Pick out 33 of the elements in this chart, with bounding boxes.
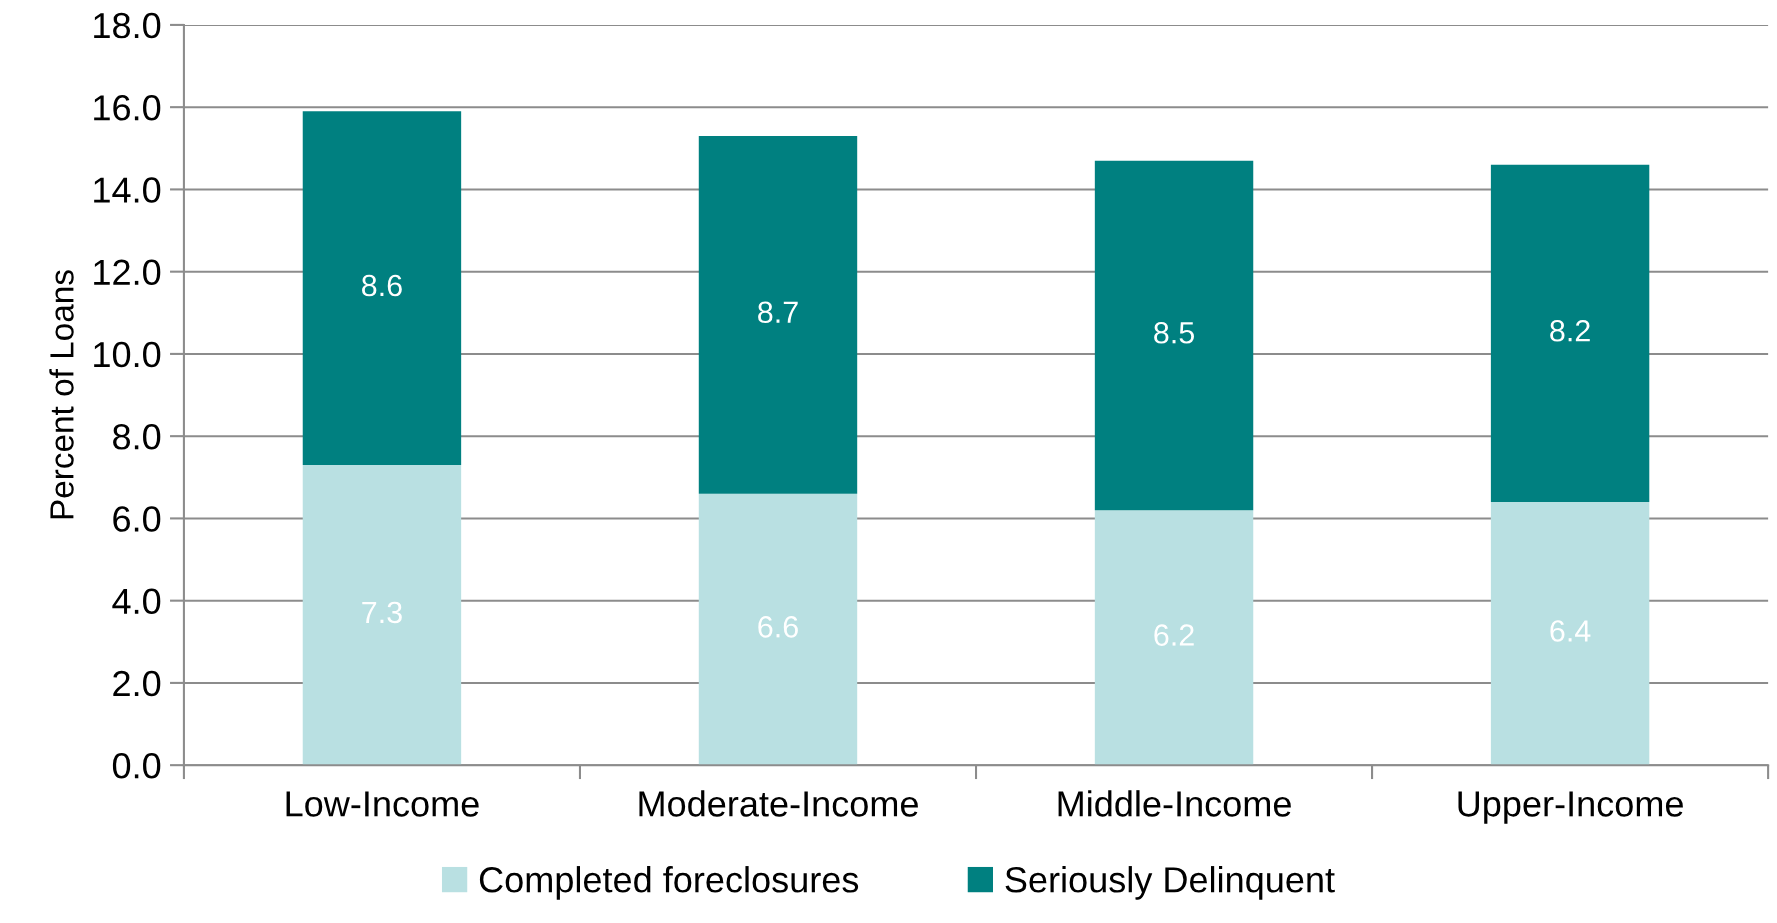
data-label: 6.6 — [758, 616, 798, 638]
bar — [1490, 501, 1650, 766]
y-tick-label: 4.0 — [112, 588, 161, 615]
x-tick-label: Moderate-Income — [639, 790, 918, 817]
data-label: 8.6 — [362, 274, 402, 297]
x-tick-label: Middle-Income — [1058, 790, 1291, 817]
data-label: 6.2 — [1154, 624, 1194, 646]
data-label: 7.3 — [362, 601, 402, 624]
y-tick-label: 14.0 — [94, 177, 161, 203]
data-label: 8.5 — [1154, 321, 1194, 344]
bar — [1094, 160, 1254, 511]
bar — [698, 135, 858, 494]
legend-label: Completed foreclosures — [479, 866, 859, 900]
x-tick-label: Low-Income — [286, 791, 479, 817]
bar — [1094, 510, 1254, 766]
bar — [302, 464, 462, 766]
y-tick-label: 12.0 — [94, 259, 161, 286]
data-label: 8.2 — [1550, 319, 1590, 342]
data-label: 8.7 — [758, 301, 798, 324]
y-tick-label: 2.0 — [113, 670, 161, 697]
y-axis-title: Percent of Loans — [49, 270, 74, 519]
legend-label: Seriously Delinquent — [1005, 866, 1335, 900]
y-tick-label: 8.0 — [113, 424, 161, 450]
y-tick-label: 18.0 — [94, 12, 161, 39]
bar — [1490, 164, 1650, 502]
bar — [302, 111, 462, 465]
data-label: 6.4 — [1550, 620, 1591, 642]
y-tick-label: 6.0 — [113, 506, 161, 532]
y-tick-label: 0.0 — [112, 753, 161, 779]
x-tick-label: Upper-Income — [1458, 791, 1683, 824]
y-tick-label: 16.0 — [94, 95, 161, 121]
y-tick-label: 10.0 — [94, 341, 161, 368]
bar — [698, 493, 858, 766]
